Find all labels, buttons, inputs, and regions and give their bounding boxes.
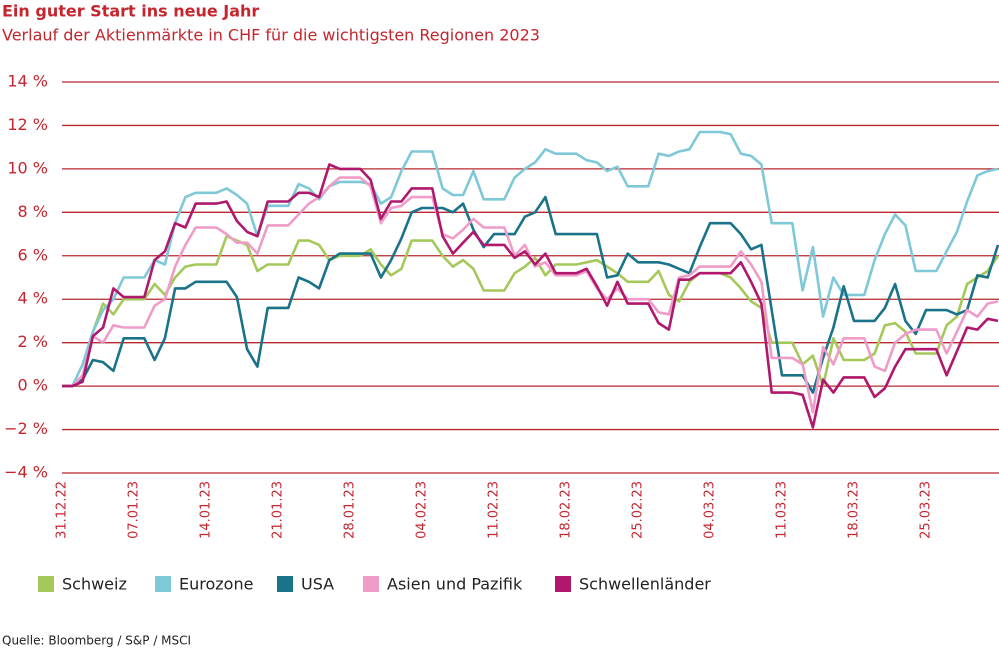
x-tick-label: 04.03.23 <box>703 481 718 539</box>
y-tick-label: 0 % <box>18 376 48 395</box>
y-tick-label: −2 % <box>4 419 48 438</box>
x-tick-label: 11.02.23 <box>487 481 502 539</box>
x-tick-label: 18.02.23 <box>559 481 574 539</box>
chart-subtitle: Verlauf der Aktienmärkte in CHF für die … <box>2 26 540 45</box>
source-note: Quelle: Bloomberg / S&P / MSCI <box>2 634 191 648</box>
legend-label: Eurozone <box>179 575 253 594</box>
legend-swatch <box>277 576 293 592</box>
legend-swatch <box>155 576 171 592</box>
y-tick-label: 8 % <box>18 202 48 221</box>
legend-label: Schwellenländer <box>579 575 711 594</box>
legend-label: Asien und Pazifik <box>387 575 523 594</box>
y-tick-label: 2 % <box>18 332 48 351</box>
x-tick-label: 25.02.23 <box>631 481 646 539</box>
x-tick-label: 25.03.23 <box>919 481 934 539</box>
series-line <box>62 163 999 429</box>
x-tick-label: 14.01.23 <box>199 481 214 539</box>
x-tick-label: 04.02.23 <box>415 481 430 539</box>
x-tick-label: 28.01.23 <box>343 481 358 539</box>
legend-swatch <box>363 576 379 592</box>
x-tick-label: 21.01.23 <box>271 481 286 539</box>
x-tick-label: 31.12.22 <box>55 481 70 539</box>
y-tick-label: 6 % <box>18 245 48 264</box>
chart-title: Ein guter Start ins neue Jahr <box>2 2 259 21</box>
legend-swatch <box>555 576 571 592</box>
y-tick-label: 10 % <box>7 158 48 177</box>
legend-label: Schweiz <box>62 575 127 594</box>
x-tick-label: 11.03.23 <box>775 481 790 539</box>
x-tick-label: 18.03.23 <box>847 481 862 539</box>
x-tick-label: 07.01.23 <box>127 481 142 539</box>
series-line <box>62 195 999 394</box>
series-line <box>62 176 999 414</box>
y-tick-label: −4 % <box>4 463 48 482</box>
legend-label: USA <box>301 575 334 594</box>
y-tick-label: 12 % <box>7 115 48 134</box>
y-tick-label: 4 % <box>18 289 48 308</box>
series-line <box>62 234 999 388</box>
y-tick-label: 14 % <box>7 72 48 91</box>
legend-swatch <box>38 576 54 592</box>
